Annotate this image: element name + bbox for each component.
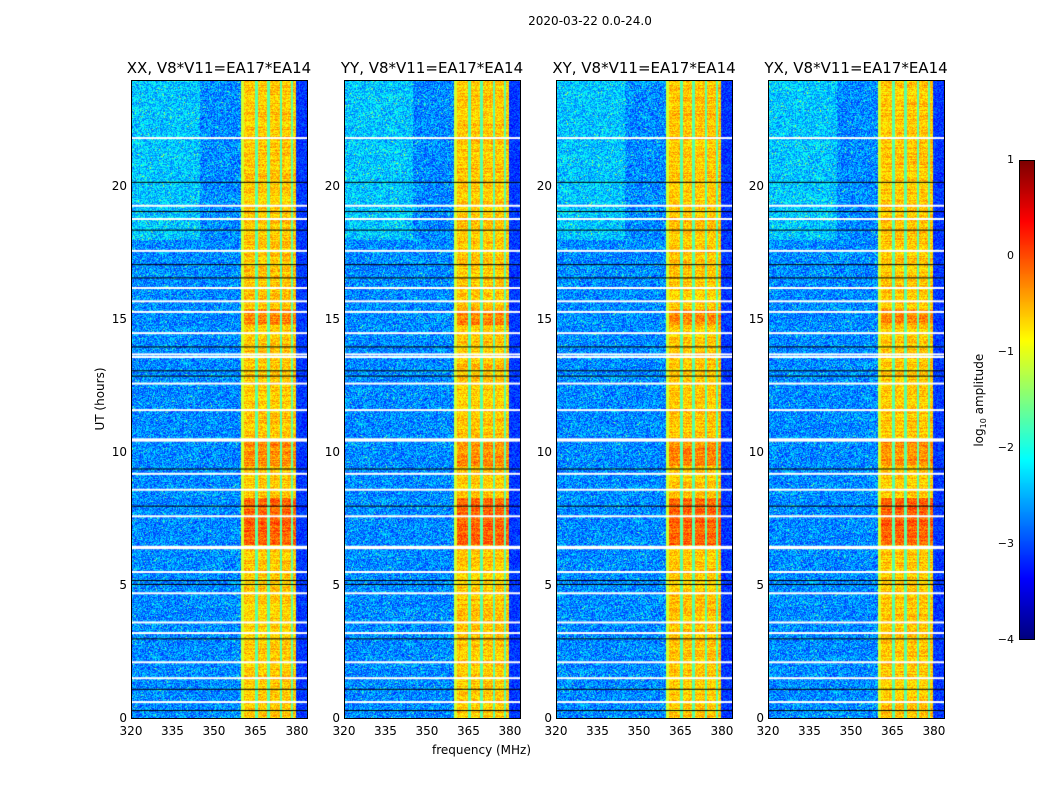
panel-title: YY, V8*V11=EA17*EA14 [340,59,524,77]
x-tick-label: 365 [669,724,692,738]
x-tick-label: 380 [710,724,734,738]
x-tick-label: 380 [498,724,522,738]
colorbar-tick-label: −1 [997,345,1014,358]
spectrogram-panel [131,80,308,719]
x-tick-label: 320 [119,724,143,738]
y-tick-label: 0 [119,711,127,725]
y-tick-label: 15 [111,311,127,326]
x-tick-label: 380 [922,724,946,738]
colorbar-tick-label: −3 [997,537,1014,550]
colorbar [1019,160,1035,640]
y-tick-label: 5 [119,577,127,592]
colorbar-label-rest: amplitude [971,353,986,419]
x-tick-label: 320 [544,724,568,738]
x-tick-label: 350 [202,724,226,738]
y-tick-label: 10 [748,444,764,459]
x-tick-label: 365 [244,724,267,738]
spectrogram-panel [344,80,521,719]
panel-title: XY, V8*V11=EA17*EA14 [552,59,736,77]
colorbar-tick-label: −2 [997,441,1014,454]
spectrogram-panel [768,80,945,719]
x-tick-label: 380 [285,724,309,738]
colorbar-label: log10 amplitude [972,340,988,460]
x-tick-label: 350 [415,724,439,738]
spectrogram-image [345,81,520,718]
y-tick-label: 5 [544,577,552,592]
y-tick-label: 0 [544,711,552,725]
colorbar-tick-label: −4 [997,633,1014,646]
colorbar-tick-label: 1 [1007,153,1014,166]
y-tick-label: 5 [332,577,340,592]
x-tick-label: 335 [374,724,397,738]
y-tick-label: 15 [536,311,552,326]
y-axis-label: UT (hours) [93,367,107,431]
colorbar-label-sub: 10 [979,418,989,429]
y-tick-label: 20 [324,178,340,193]
y-tick-label: 20 [748,178,764,193]
x-tick-label: 350 [627,724,651,738]
spectrogram-image [557,81,732,718]
y-tick-label: 0 [332,711,340,725]
y-tick-label: 10 [324,444,340,459]
x-axis-label: frequency (MHz) [432,743,532,757]
y-tick-label: 0 [756,711,764,725]
spectrogram-image [132,81,307,718]
x-tick-label: 320 [332,724,356,738]
y-tick-label: 10 [111,444,127,459]
x-tick-label: 320 [756,724,780,738]
x-tick-label: 335 [161,724,184,738]
x-tick-label: 365 [881,724,904,738]
y-tick-label: 15 [324,311,340,326]
x-tick-label: 365 [457,724,480,738]
panel-title: XX, V8*V11=EA17*EA14 [126,59,312,77]
y-tick-label: 5 [756,577,764,592]
y-tick-label: 20 [536,178,552,193]
chart-suptitle: 2020-03-22 0.0-24.0 [528,14,652,28]
x-tick-label: 350 [839,724,863,738]
x-tick-label: 335 [798,724,821,738]
y-tick-label: 10 [536,444,552,459]
spectrogram-panel [556,80,733,719]
spectrogram-image [769,81,944,718]
panel-title: YX, V8*V11=EA17*EA14 [764,59,948,77]
y-tick-label: 15 [748,311,764,326]
colorbar-label-main: log [971,428,986,447]
y-tick-label: 20 [111,178,127,193]
x-tick-label: 335 [586,724,609,738]
colorbar-tick-label: 0 [1007,249,1014,262]
